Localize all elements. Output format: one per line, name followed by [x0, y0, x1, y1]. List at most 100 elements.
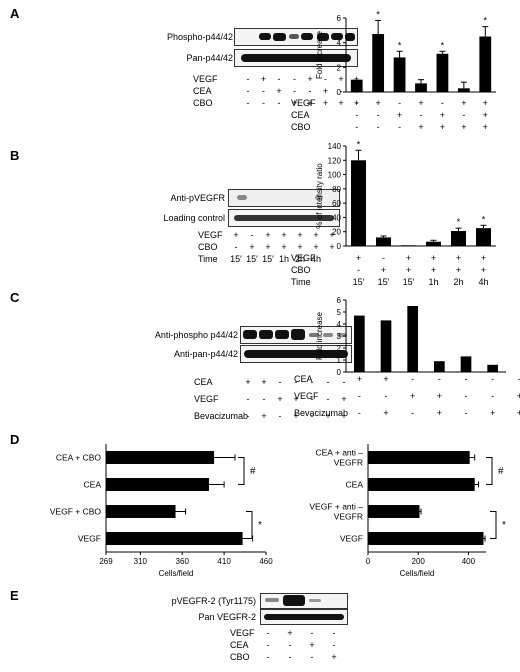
chart-condition-sign: -	[462, 110, 466, 120]
significance-star: *	[376, 9, 380, 19]
condition-sign: -	[310, 394, 314, 404]
chart-condition-sign: 1h	[428, 277, 439, 287]
y-tick-label: 80	[332, 185, 341, 194]
significance-mark: *	[258, 520, 262, 531]
panel-c-chart: 0 1 2 3 4 5 6 Fold increase	[315, 296, 506, 377]
y-tick-label: 2	[337, 344, 342, 353]
condition-sign: +	[313, 230, 319, 240]
y-tick-label: 60	[332, 199, 341, 208]
chart-condition-sign: +	[480, 265, 487, 275]
condition-sign: +	[281, 230, 287, 240]
panel-c-blot-label-pan: Anti-pan-p44/42	[173, 349, 238, 359]
bar	[350, 79, 363, 92]
condition-sign: -	[332, 628, 336, 638]
bar	[426, 241, 441, 246]
category-label: VEGFR	[334, 458, 363, 468]
y-tick-label: 4	[337, 39, 342, 48]
bar	[393, 57, 406, 92]
condition-sign: +	[329, 230, 335, 240]
panel-a-blot-pan	[234, 49, 358, 67]
condition-sign: +	[331, 652, 337, 662]
bar	[407, 306, 418, 372]
chart-condition-sign: +	[439, 110, 446, 120]
panel-a-blot-phospho	[234, 28, 358, 46]
panel-b-chart: 0 20 40 60 80 100 120 140 % of intensity ratio * *…	[315, 140, 496, 251]
bar	[106, 532, 243, 545]
condition-sign: -	[277, 98, 281, 108]
chart-condition-sign: -	[398, 98, 402, 108]
panel-e-blot-pan-vegfr2	[260, 609, 348, 625]
panel-b-blot-loading	[228, 209, 340, 227]
y-tick-label: 0	[337, 88, 342, 96]
x-tick-label: 360	[176, 557, 190, 566]
category-label: CEA + anti –	[316, 448, 364, 458]
condition-sign: -	[324, 74, 327, 84]
chart-condition-sign: -	[355, 98, 359, 108]
chart-condition-sign: 15′	[352, 277, 365, 287]
condition-sign: -	[332, 640, 336, 650]
chart-condition-sign: -	[491, 391, 495, 401]
y-tick-label: 140	[328, 142, 342, 151]
chart-condition-sign: +	[482, 110, 488, 120]
bar	[368, 505, 420, 518]
panel-e-blot-label-pvegfr2: pVEGFR-2 (Tyr1175)	[171, 596, 256, 606]
condition-sign: -	[266, 628, 270, 638]
chart-condition-sign: -	[464, 391, 468, 401]
x-axis-label: Cells/field	[159, 569, 194, 578]
condition-sign: -	[278, 377, 282, 387]
condition-sign: -	[326, 377, 330, 387]
category-label: VEGFR	[334, 512, 363, 522]
panel-c-blot-phospho	[240, 326, 352, 344]
chart-condition-sign: +	[396, 110, 403, 120]
significance-mark: *	[502, 520, 506, 531]
chart-condition-sign: +	[455, 265, 462, 275]
condition-sign: +	[297, 242, 303, 252]
chart-condition-sign: +	[436, 408, 442, 418]
panel-b-blot-label-loading: Loading control	[163, 213, 225, 223]
bar	[451, 231, 466, 246]
chart-condition-sign: 15′	[377, 277, 390, 287]
condition-sign: -	[326, 394, 330, 404]
condition-sign: +	[309, 640, 315, 650]
condition-sign: -	[246, 74, 250, 84]
chart-condition-sign: +	[380, 265, 387, 275]
bar	[476, 228, 491, 246]
condition-sign: +	[338, 98, 344, 108]
chart-condition-sign: -	[357, 408, 361, 418]
condition-sign: +	[341, 411, 347, 421]
chart-condition-sign: +	[383, 374, 389, 384]
chart-condition-sign: +	[490, 408, 496, 418]
y-tick-label: 5	[337, 308, 342, 317]
condition-sign: -	[288, 640, 292, 650]
chart-condition-sign: +	[355, 253, 362, 263]
x-tick-label: 269	[99, 557, 113, 566]
bar	[380, 320, 392, 372]
condition-sign: +	[277, 394, 283, 404]
condition-sign: +	[233, 230, 239, 240]
chart-condition-sign: -	[419, 110, 423, 120]
significance-bracket	[486, 457, 493, 485]
chart-condition-sign: +	[383, 408, 389, 418]
condition-sign: 15′	[246, 254, 258, 264]
condition-sign: -	[262, 394, 266, 404]
bar	[106, 505, 176, 518]
chart-condition-sign: +	[480, 253, 487, 263]
chart-condition-sign: +	[418, 98, 424, 108]
significance-bracket	[238, 457, 245, 485]
condition-sign: -	[278, 411, 282, 421]
y-tick-label: 3	[337, 332, 342, 341]
bar	[479, 36, 492, 92]
significance-mark: #	[250, 466, 256, 477]
condition-sign: -	[234, 242, 238, 252]
y-tick-label: 100	[328, 171, 342, 180]
chart-condition-sign: -	[357, 265, 360, 275]
condition-sign: 2h	[294, 254, 305, 264]
condition-sign: -	[246, 411, 250, 421]
bar	[368, 532, 484, 545]
condition-sign: +	[249, 242, 255, 252]
bar	[401, 245, 416, 246]
condition-sign: +	[313, 242, 319, 252]
category-label: CEA + CBO	[56, 453, 102, 463]
condition-sign: +	[341, 394, 347, 404]
